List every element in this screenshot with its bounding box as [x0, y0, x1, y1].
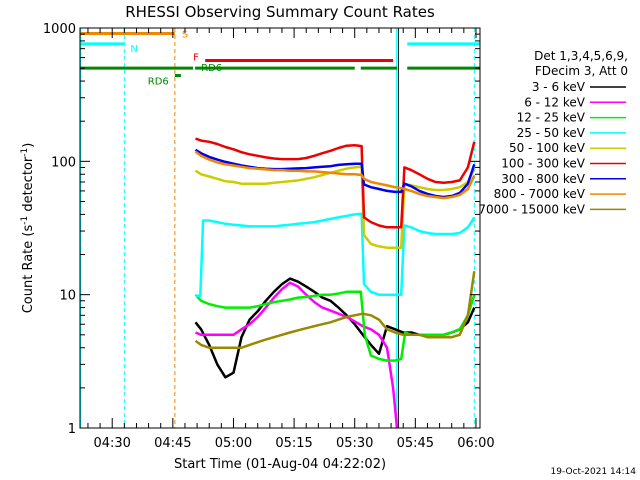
y-tick-label: 10	[59, 289, 76, 304]
y-tick-label: 1	[68, 422, 76, 437]
flag-label: N	[130, 44, 137, 55]
y-tick-label: 100	[51, 155, 76, 170]
x-tick-label: 05:00	[215, 436, 252, 451]
y-tick-label: 1000	[43, 22, 76, 37]
legend-header-line-1: Det 1,3,4,5,6,9,	[534, 49, 628, 63]
x-tick-label: 04:30	[93, 436, 130, 451]
legend-label: 100 - 300 keV	[501, 157, 585, 171]
series-line-2	[194, 290, 476, 362]
series-line-6	[194, 148, 476, 199]
legend-header-line-2: FDecim 3, Att 0	[535, 64, 628, 78]
series-line-4	[194, 165, 476, 249]
y-axis-label-part-3: )	[21, 143, 36, 148]
y-axis-label: Count Rate (s-1 detector-1)	[20, 143, 36, 314]
y-axis-label-part-1: Count Rate (s	[21, 225, 36, 314]
y-axis-label-part-2: detector	[21, 156, 36, 216]
x-tick-label: 05:45	[397, 436, 434, 451]
series-line-8	[194, 271, 476, 349]
flag-label: S	[182, 29, 188, 40]
legend-label: 50 - 100 keV	[509, 141, 586, 155]
y-axis-label-exponent-1: -1	[20, 216, 30, 225]
series-line-7	[194, 150, 476, 200]
x-tick-label: 05:30	[336, 436, 373, 451]
legend-label: 3 - 6 keV	[532, 80, 586, 94]
x-axis-label: Start Time (01-Aug-04 04:22:02)	[174, 457, 386, 472]
legend-label: 300 - 800 keV	[501, 172, 585, 186]
plot-frame	[79, 27, 481, 429]
flag-label: RD6	[201, 63, 222, 74]
chart-title: RHESSI Observing Summary Count Rates	[125, 3, 435, 21]
legend-label: 800 - 7000 keV	[494, 187, 586, 201]
series-line-5	[195, 137, 476, 229]
legend-label: 25 - 50 keV	[517, 126, 586, 140]
x-tick-label: 06:00	[457, 436, 494, 451]
axis-ticks: 1 10 100 1000 04:30 04:45 05:00 05:15 05:30 05:45…	[43, 22, 495, 451]
series-line-3	[195, 212, 476, 298]
legend-label: 6 - 12 keV	[524, 95, 586, 109]
x-tick-label: 04:45	[154, 436, 191, 451]
series-layer	[194, 137, 476, 428]
flag-label: F	[193, 53, 199, 64]
y-axis-label-exponent-2: -1	[20, 148, 30, 157]
legend-label: 12 - 25 keV	[517, 111, 586, 125]
x-tick-label: 05:15	[275, 436, 312, 451]
legend: Det 1,3,4,5,6,9, FDecim 3, Att 0 3 - 6 k…	[478, 49, 628, 216]
series-line-1	[195, 281, 475, 428]
flag-label: RD6	[148, 77, 169, 88]
legend-label: 7000 - 15000 keV	[478, 202, 585, 216]
footer-date: 19-Oct-2021 14:14	[551, 467, 637, 477]
